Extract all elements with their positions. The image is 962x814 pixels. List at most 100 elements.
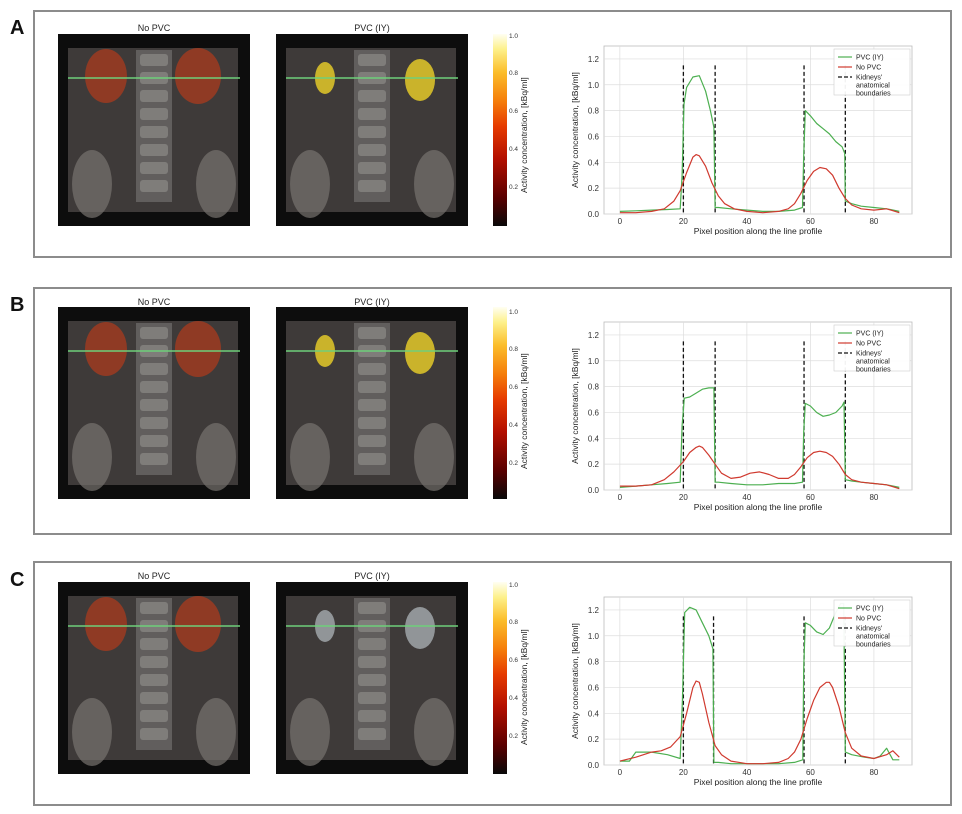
legend-label: No PVC [856, 65, 881, 72]
vertebra [358, 656, 386, 668]
vertebra [358, 180, 386, 192]
x-tick-label: 0 [618, 217, 623, 226]
pelvis-right [414, 423, 454, 491]
pelvis-left [290, 698, 330, 766]
x-tick-label: 40 [742, 493, 751, 502]
legend-label: No PVC [856, 616, 881, 623]
vertebra [358, 674, 386, 686]
vertebra [358, 162, 386, 174]
y-tick-label: 0.4 [588, 709, 600, 718]
y-axis-label: Activity concentration, [kBq/ml] [570, 72, 580, 188]
no-pvc-series-line [619, 445, 900, 490]
y-tick-label: 0.2 [588, 735, 600, 744]
pelvis-left [72, 423, 112, 491]
right-kidney-uptake [175, 321, 221, 377]
legend-label: Kidneys' anatomical boundaries [856, 351, 891, 374]
y-tick-label: 1.2 [588, 606, 600, 615]
vertebra [140, 692, 168, 704]
legend-label: PVC (IY) [856, 55, 884, 62]
colorbar-label: Activity concentration, [kBq/ml] [519, 77, 529, 193]
x-tick-label: 0 [618, 768, 623, 777]
panel-letter: C [10, 569, 25, 591]
x-tick-label: 40 [742, 768, 751, 777]
colorbar-tick: 0.4 [509, 422, 519, 429]
right-kidney-uptake [405, 607, 435, 649]
vertebra [140, 144, 168, 156]
ct-fusion-image-no-pvc [58, 582, 250, 774]
vertebra [358, 728, 386, 740]
vertebra [140, 162, 168, 174]
vertebra [140, 399, 168, 411]
vertebra [358, 638, 386, 650]
scan-canvas [68, 48, 240, 218]
legend-label: Kidneys' anatomical boundaries [856, 626, 891, 649]
y-axis-label: Activity concentration, [kBq/ml] [570, 623, 580, 739]
legend-label: Kidneys' anatomical boundaries [856, 75, 891, 98]
scan-canvas [68, 321, 240, 491]
x-axis-label: Pixel position along the line profile [694, 226, 823, 235]
vertebra [358, 126, 386, 138]
x-tick-label: 60 [806, 768, 815, 777]
pelvis-right [414, 150, 454, 218]
pvc-series-line [619, 387, 900, 488]
x-tick-label: 80 [869, 493, 878, 502]
x-tick-label: 20 [679, 768, 688, 777]
y-tick-label: 0.4 [588, 158, 600, 167]
pvc-series-line [619, 75, 900, 212]
y-tick-label: 0.4 [588, 434, 600, 443]
legend-label: No PVC [856, 341, 881, 348]
x-tick-label: 40 [742, 217, 751, 226]
x-tick-label: 60 [806, 493, 815, 502]
scan-canvas [286, 48, 458, 218]
scan-canvas [286, 596, 458, 766]
vertebra [140, 363, 168, 375]
vertebra [140, 435, 168, 447]
vertebra [358, 54, 386, 66]
y-tick-label: 1.2 [588, 55, 600, 64]
vertebra [140, 656, 168, 668]
vertebra [358, 90, 386, 102]
right-kidney-uptake [405, 332, 435, 374]
right-kidney-uptake [175, 596, 221, 652]
scan-canvas [68, 596, 240, 766]
y-tick-label: 0.8 [588, 107, 600, 116]
colorbar-label: Activity concentration, [kBq/ml] [519, 629, 529, 745]
y-axis-label: Activity concentration, [kBq/ml] [570, 348, 580, 464]
vertebra [140, 381, 168, 393]
vertebra [358, 692, 386, 704]
vertebra [140, 710, 168, 722]
vertebra [140, 108, 168, 120]
x-tick-label: 20 [679, 217, 688, 226]
pelvis-left [72, 150, 112, 218]
right-kidney-uptake [405, 59, 435, 101]
ct-fusion-image-no-pvc [58, 307, 250, 499]
ct-fusion-image-no-pvc [58, 34, 250, 226]
colorbar-tick: 0.2 [509, 733, 519, 740]
x-tick-label: 60 [806, 217, 815, 226]
right-image-title: PVC (IY) [354, 571, 390, 581]
pelvis-right [196, 698, 236, 766]
colorbar-label: Activity concentration, [kBq/ml] [519, 353, 529, 469]
vertebra [140, 638, 168, 650]
x-axis-label: Pixel position along the line profile [694, 777, 823, 786]
pelvis-left [72, 698, 112, 766]
left-kidney-uptake [85, 49, 127, 103]
panel-letter: A [10, 17, 25, 39]
vertebra [140, 180, 168, 192]
pelvis-right [196, 150, 236, 218]
colorbar-tick: 0.8 [509, 619, 519, 626]
vertebra [140, 327, 168, 339]
ct-fusion-image-pvc [276, 582, 468, 774]
colorbar [493, 307, 507, 499]
left-kidney-uptake [85, 597, 127, 651]
vertebra [140, 728, 168, 740]
y-tick-label: 1.2 [588, 331, 600, 340]
y-tick-label: 0.2 [588, 184, 600, 193]
vertebra [140, 602, 168, 614]
x-tick-label: 20 [679, 493, 688, 502]
line-profile-chart: 0.0 0.2 0.4 0.6 0.8 1.0 1.2 0 20 40 60 80 Pixel posi… [570, 321, 913, 511]
pelvis-right [196, 423, 236, 491]
vertebra [358, 399, 386, 411]
x-tick-label: 80 [869, 768, 878, 777]
vertebra [140, 674, 168, 686]
